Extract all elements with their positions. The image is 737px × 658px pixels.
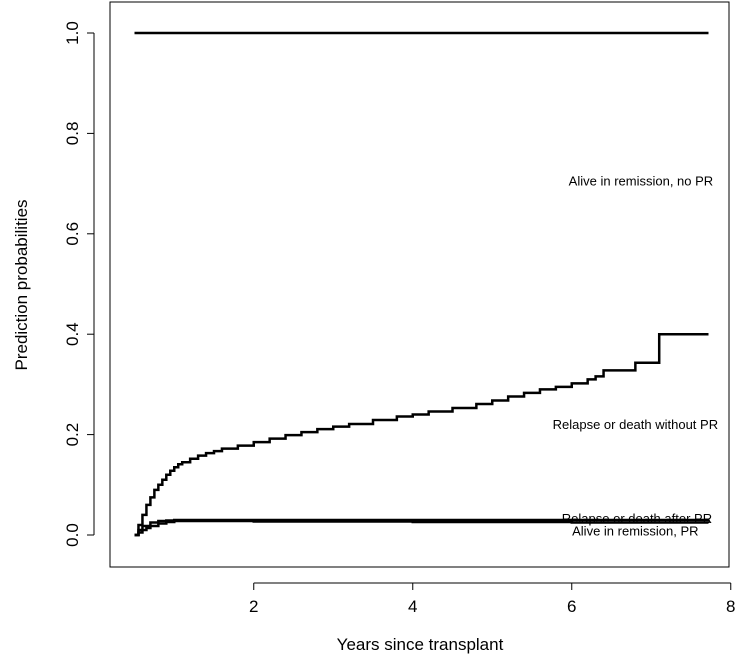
series-line-alive-in-remission-pr <box>134 519 710 537</box>
x-axis-title: Years since transplant <box>337 635 504 654</box>
x-tick-label: 2 <box>249 597 258 616</box>
x-tick-label: 4 <box>408 597 417 616</box>
plot-frame <box>109 1 730 568</box>
y-tick-label: 0.6 <box>63 222 82 246</box>
series-layer <box>134 31 710 537</box>
series-annotation: Relapse or death after PR <box>562 511 712 526</box>
y-tick-label: 0.2 <box>63 423 82 447</box>
y-axis: 0.0 0.2 0.4 0.6 0.8 1.0 <box>63 21 95 547</box>
y-tick-label: 0.0 <box>63 523 82 547</box>
x-axis: 2 4 6 8 <box>249 582 735 616</box>
y-tick-label: 0.4 <box>63 322 82 346</box>
series-annotation: Alive in remission, no PR <box>569 174 714 189</box>
x-tick-label: 6 <box>567 597 576 616</box>
series-annotation: Relapse or death without PR <box>553 417 718 432</box>
y-tick-label: 1.0 <box>63 21 82 45</box>
x-tick-label: 8 <box>726 597 735 616</box>
y-axis-title: Prediction probabilities <box>12 199 31 370</box>
series-annotation: Alive in remission, PR <box>572 523 698 538</box>
series-line-relapse-or-death-without-pr <box>134 332 709 537</box>
annotation-layer: Alive in remission, no PR Relapse or deat… <box>553 174 718 539</box>
y-tick-label: 0.8 <box>63 122 82 146</box>
